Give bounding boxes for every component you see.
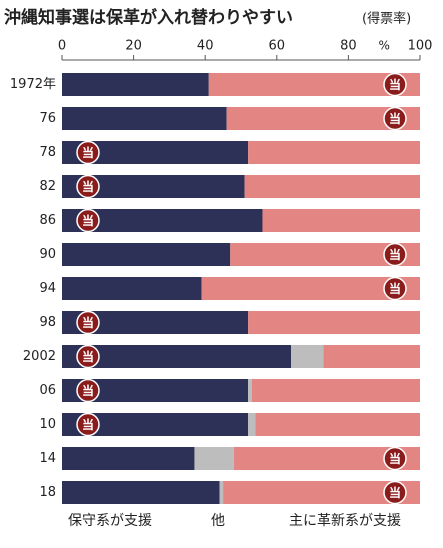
- winner-mark: 当: [82, 315, 94, 330]
- winner-badge: [76, 140, 100, 165]
- bar-segment: [248, 141, 420, 164]
- bar-segment: [223, 481, 420, 504]
- winner-badge: [76, 174, 100, 199]
- legend-label: 保守系が支援: [68, 513, 152, 529]
- bar-segment: [248, 311, 420, 334]
- y-tick-label: 2002: [23, 349, 56, 364]
- bar-segment: [208, 73, 420, 96]
- winner-mark: 当: [389, 451, 401, 466]
- y-tick-label: 18: [39, 485, 56, 500]
- y-tick-label: 10: [39, 417, 56, 432]
- winner-badge: [383, 446, 407, 471]
- x-tick-label: 20: [125, 39, 142, 54]
- bar-segment: [62, 345, 292, 368]
- bar-segment: [62, 413, 249, 436]
- winner-badge: [76, 208, 100, 233]
- bar-segment: [262, 209, 420, 232]
- winner-badge: [76, 310, 100, 335]
- bar-segment: [233, 447, 420, 470]
- x-tick-label: 0: [58, 39, 66, 54]
- bar-segment: [62, 141, 249, 164]
- bar-segment: [291, 345, 324, 368]
- y-tick-label: 76: [39, 111, 56, 126]
- bar-segment: [62, 379, 249, 402]
- winner-badge: [383, 276, 407, 301]
- winner-mark: 当: [82, 145, 94, 160]
- winner-badge: [76, 378, 100, 403]
- bar-segment: [230, 243, 420, 266]
- winner-mark: 当: [82, 417, 94, 432]
- winner-mark: 当: [389, 77, 401, 92]
- y-tick-label: 90: [39, 247, 56, 262]
- bar-segment: [201, 277, 420, 300]
- winner-badge: [76, 344, 100, 369]
- bar-segment: [62, 481, 220, 504]
- winner-badge: [383, 480, 407, 505]
- winner-mark: 当: [389, 281, 401, 296]
- bar-segment: [62, 73, 209, 96]
- x-tick-label: 100: [408, 39, 433, 54]
- bar-segment: [194, 447, 234, 470]
- bar-segment: [248, 413, 256, 436]
- y-tick-label: 86: [39, 213, 56, 228]
- y-tick-label: 94: [39, 281, 56, 296]
- x-tick-label: 60: [269, 39, 286, 54]
- winner-mark: 当: [82, 383, 94, 398]
- winner-badge: [76, 412, 100, 437]
- bar-segment: [244, 175, 420, 198]
- winner-mark: 当: [389, 247, 401, 262]
- y-tick-label: 78: [39, 145, 56, 160]
- winner-badge: [383, 106, 407, 131]
- winner-mark: 当: [82, 179, 94, 194]
- y-tick-label: 06: [39, 383, 56, 398]
- legend-label: 主に革新系が支援: [289, 513, 401, 529]
- winner-mark: 当: [389, 111, 401, 126]
- chart-title: 沖縄知事選は保革が入れ替わりやすい: [4, 7, 293, 28]
- x-tick-label: 40: [197, 39, 214, 54]
- y-tick-label: 82: [39, 179, 56, 194]
- legend-label: 他: [211, 513, 225, 529]
- x-tick-label: 80: [340, 39, 357, 54]
- winner-mark: 当: [82, 349, 94, 364]
- bar-segment: [323, 345, 420, 368]
- winner-mark: 当: [82, 213, 94, 228]
- bar-segment: [62, 311, 249, 334]
- bar-segment: [62, 243, 231, 266]
- bar-segment: [62, 175, 245, 198]
- y-tick-label: 98: [39, 315, 56, 330]
- winner-mark: 当: [389, 485, 401, 500]
- bar-segment: [226, 107, 420, 130]
- y-tick-label: 14: [39, 451, 56, 466]
- bar-segment: [62, 107, 227, 130]
- bar-segment: [62, 447, 195, 470]
- bar-segment: [62, 277, 202, 300]
- chart-subtitle: (得票率): [362, 11, 411, 27]
- bar-segment: [219, 481, 224, 504]
- bar-segment: [255, 413, 420, 436]
- bar-segment: [251, 379, 420, 402]
- winner-badge: [383, 72, 407, 97]
- bar-segment: [62, 209, 263, 232]
- y-tick-label: 1972年: [10, 77, 56, 92]
- unit-label: %: [378, 39, 389, 53]
- bar-segment: [248, 379, 252, 402]
- winner-badge: [383, 242, 407, 267]
